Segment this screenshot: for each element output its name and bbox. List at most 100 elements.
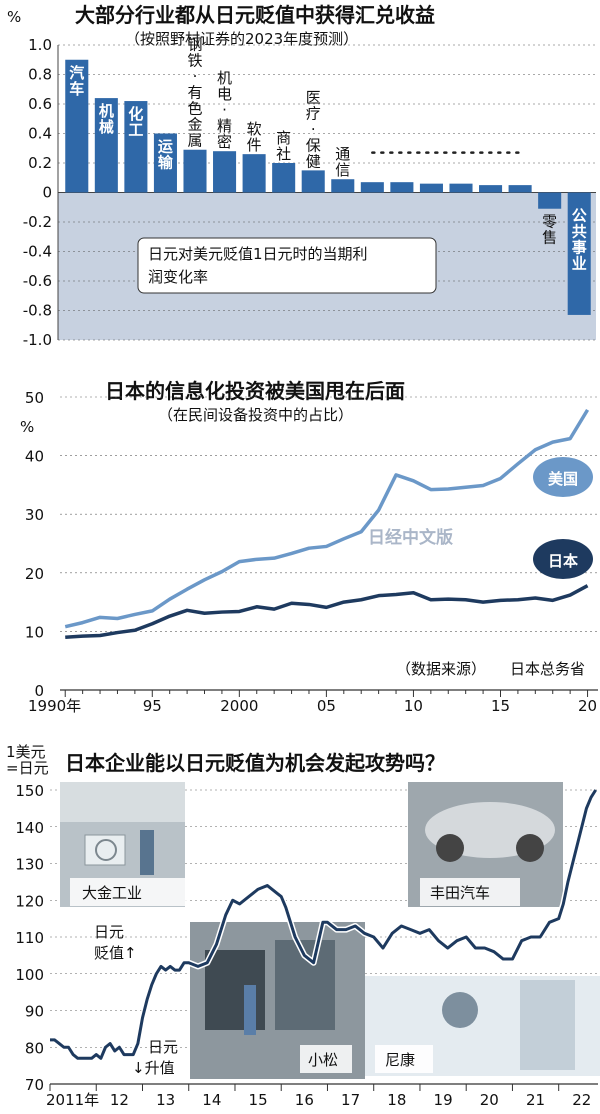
x-tick-label: 20 — [480, 1091, 499, 1109]
y-tick-label: 100 — [15, 966, 44, 984]
x-tick-label: 10 — [404, 697, 423, 715]
chart2-source: 日本总务省 — [510, 660, 585, 678]
y-tick-label: 80 — [25, 1039, 44, 1057]
x-tick-label: 2011年 — [46, 1091, 99, 1109]
bar — [390, 182, 414, 193]
x-tick-label: 14 — [202, 1091, 221, 1109]
y-tick-label: 140 — [15, 819, 44, 837]
bar-category-label: 机械 — [99, 102, 114, 136]
x-tick-label: 15 — [491, 697, 510, 715]
chart1-note-line1: 日元对美元贬值1日元时的当期利 — [148, 245, 368, 263]
series-line — [64, 408, 590, 629]
chart1-title: 大部分行业都从日元贬值中获得汇兑收益 — [75, 3, 435, 27]
y-tick-label: 0.2 — [28, 154, 52, 172]
chart1-ylabel: % — [7, 8, 21, 26]
x-tick-label: 16 — [295, 1091, 314, 1109]
bar — [508, 185, 532, 193]
chart2-subtitle: （在民间设备投资中的占比） — [158, 406, 353, 424]
chart1-subtitle: （按照野村证券的2023年度预测） — [125, 30, 358, 48]
annotation-weak-line1: 日元 — [94, 923, 124, 941]
photo-caption-toyota: 丰田汽车 — [430, 884, 490, 902]
chart-it-investment-lines: 日本的信息化投资被美国甩在后面 （在民间设备投资中的占比） % 50 40 30 20… — [20, 379, 598, 715]
y-tick-label: 70 — [25, 1076, 44, 1094]
bar — [567, 192, 591, 315]
chart2-x-ticks: 1990年 95 2000 05 10 15 20 — [28, 690, 597, 715]
chart-usdjpy-line: 1美元 =日元 日本企业能以日元贬值为机会发起攻势吗？ 150 140 130 120… — [6, 743, 600, 1109]
x-tick-label: 95 — [143, 697, 162, 715]
chart2-title: 日本的信息化投资被美国甩在后面 — [105, 379, 405, 403]
y-tick-label: 150 — [15, 782, 44, 800]
x-tick-label: 21 — [526, 1091, 545, 1109]
x-tick-label: 18 — [387, 1091, 406, 1109]
chart2-ylabel: % — [20, 418, 34, 436]
bar-category-label: 化工 — [128, 105, 143, 139]
x-tick-label: 17 — [341, 1091, 360, 1109]
photo-nikon: 尼康 — [365, 976, 600, 1076]
chart3-x-ticks: 2011年 12 13 14 15 16 17 18 19 20 21 22 — [46, 1084, 591, 1109]
y-tick-label: 0.8 — [28, 66, 52, 84]
bar — [331, 179, 355, 193]
y-tick-label: 0.4 — [28, 125, 52, 143]
chart2-watermark: 日经中文版 — [368, 527, 453, 548]
chart3-series-line — [50, 788, 599, 1062]
chart-fx-profit-bars: 大部分行业都从日元贬值中获得汇兑收益 （按照野村证券的2023年度预测） % 1… — [7, 3, 596, 349]
bar — [65, 59, 89, 193]
chart2-source-label: （数据来源） — [396, 660, 486, 678]
bar-category-label: 机电·精密 — [217, 69, 232, 151]
photo-toyota: 丰田汽车 — [408, 782, 563, 907]
y-tick-label: 0.6 — [28, 95, 52, 113]
bar — [183, 149, 207, 193]
chart3-title: 日本企业能以日元贬值为机会发起攻势吗？ — [65, 751, 445, 775]
series-line — [50, 789, 597, 1060]
bar — [538, 192, 562, 209]
x-tick-label: 05 — [317, 697, 336, 715]
bar — [301, 170, 325, 193]
chart3-ylabel-top: 1美元 — [6, 743, 46, 761]
y-tick-label: 0 — [42, 184, 52, 202]
bar — [449, 183, 473, 193]
bar-category-label: 医疗·保健 — [306, 88, 321, 170]
bar-category-label: 零售 — [542, 213, 557, 247]
y-tick-label: 90 — [25, 1003, 44, 1021]
annotation-weak-line2: 贬值↑ — [94, 944, 137, 962]
y-tick-label: -0.6 — [23, 272, 52, 290]
legend-jp-label: 日本 — [548, 552, 578, 570]
y-tick-label: 1.0 — [28, 36, 52, 54]
x-tick-label: 19 — [434, 1091, 453, 1109]
chart1-note-line2: 润变化率 — [148, 268, 208, 286]
x-tick-label: 12 — [110, 1091, 129, 1109]
photo-caption-daikin: 大金工业 — [82, 884, 142, 902]
chart2-y-ticks: 50 40 30 20 10 0 — [25, 389, 44, 700]
bar-category-label: 公共事业 — [572, 207, 587, 273]
photo-komatsu: 小松 — [190, 922, 365, 1079]
x-tick-label: 2000 — [220, 697, 258, 715]
annotation-strong-line2: ↓升值 — [132, 1059, 175, 1077]
bar-category-label: 软件 — [247, 120, 262, 154]
legend-us-badge — [533, 457, 593, 497]
chart3-ylabel-bottom: =日元 — [6, 759, 49, 777]
y-tick-label: 110 — [15, 929, 44, 947]
legend-us-label: 美国 — [548, 470, 578, 488]
photo-daikin: 大金工业 — [60, 782, 188, 907]
y-tick-label: -0.8 — [23, 302, 52, 320]
bar — [213, 151, 237, 193]
chart2-series-lines — [64, 408, 590, 640]
bar-category-label: 商社 — [276, 129, 291, 163]
chart1-gridlines — [57, 44, 596, 341]
bar — [479, 185, 503, 193]
bar — [272, 163, 296, 193]
y-tick-label: 40 — [25, 448, 44, 466]
chart1-note-box: 日元对美元贬值1日元时的当期利 润变化率 — [137, 237, 437, 294]
chart2-gridlines — [60, 396, 598, 691]
y-tick-label: -1.0 — [23, 331, 52, 349]
y-tick-label: 130 — [15, 856, 44, 874]
chart1-y-ticks: 1.0 0.8 0.6 0.4 0.2 0 -0.2 -0.4 -0.6 -0.8 -1.0 — [23, 36, 52, 349]
legend-jp-badge — [533, 539, 593, 579]
bar — [360, 182, 384, 193]
y-tick-label: 0 — [34, 682, 44, 700]
bar-category-label: 钢铁·有色金属 — [187, 36, 202, 150]
photo-caption-komatsu: 小松 — [308, 1051, 338, 1069]
